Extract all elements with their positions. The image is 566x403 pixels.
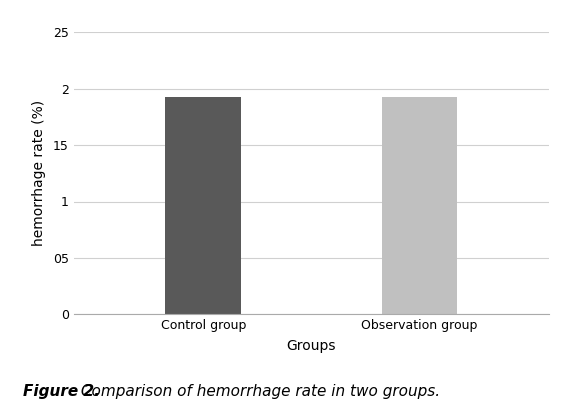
Text: Figure 2.: Figure 2. <box>23 384 100 399</box>
Bar <box>381 97 457 314</box>
Y-axis label: hemorrhage rate (%): hemorrhage rate (%) <box>32 100 46 246</box>
Bar <box>165 97 241 314</box>
Text: Comparison of hemorrhage rate in two groups.: Comparison of hemorrhage rate in two gro… <box>76 384 440 399</box>
X-axis label: Groups: Groups <box>286 339 336 353</box>
